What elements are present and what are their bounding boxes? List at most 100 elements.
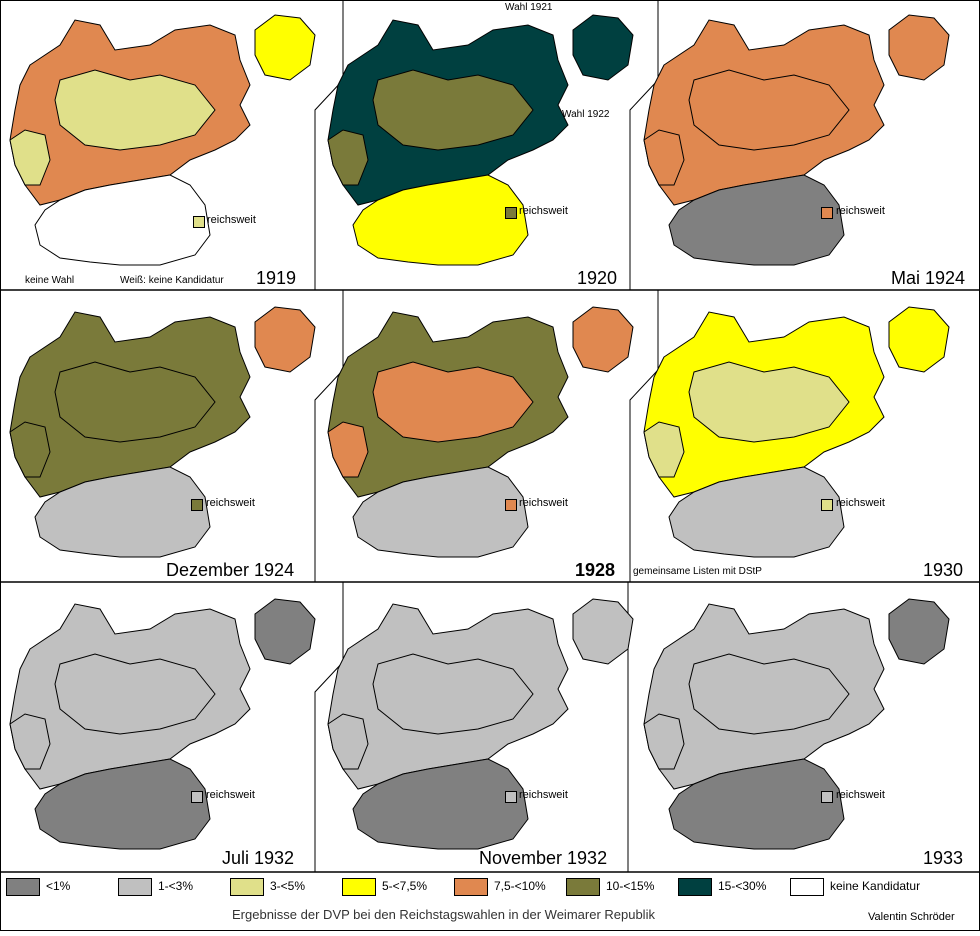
nationwide-label: reichsweit <box>519 497 568 509</box>
nationwide-label: reichsweit <box>836 497 885 509</box>
region-east-prussia <box>572 14 634 81</box>
region-south <box>668 174 845 266</box>
legend-swatch <box>454 878 488 896</box>
region-west <box>9 421 51 478</box>
legend-label: 5-<7,5% <box>382 879 428 893</box>
nationwide-swatch <box>821 207 833 219</box>
legend-label: 3-<5% <box>270 879 306 893</box>
panel-map <box>9 306 316 558</box>
nationwide-swatch <box>821 791 833 803</box>
region-south <box>34 758 211 850</box>
region-south <box>34 174 211 266</box>
annotation-election-1922: Wahl 1922 <box>562 109 610 120</box>
region-central <box>54 653 216 735</box>
legend-label: 10-<15% <box>606 879 655 893</box>
legend-swatch <box>342 878 376 896</box>
region-west <box>9 129 51 186</box>
panel-year: 1920 <box>577 268 618 288</box>
annotation-no-candidacy: Weiß: keine Kandidatur <box>120 275 224 286</box>
legend-swatch <box>790 878 824 896</box>
region-south <box>668 466 845 558</box>
panel-year: November 1932 <box>479 848 608 868</box>
panel-year: Dezember 1924 <box>166 560 295 580</box>
panel-year: Juli 1932 <box>222 848 295 868</box>
panel-divider <box>314 582 344 872</box>
region-south <box>668 758 845 850</box>
region-west <box>9 713 51 770</box>
region-south <box>34 466 211 558</box>
nationwide-swatch <box>821 499 833 511</box>
nationwide-swatch <box>193 216 205 228</box>
panel-map <box>643 14 950 266</box>
region-east-prussia <box>254 598 316 665</box>
region-central <box>688 69 850 151</box>
region-west <box>643 713 685 770</box>
panel-divider <box>314 290 344 582</box>
annotation-joint-lists: gemeinsame Listen mit DStP <box>633 566 762 577</box>
region-east-prussia <box>888 598 950 665</box>
region-south <box>352 758 529 850</box>
region-east-prussia <box>888 14 950 81</box>
nationwide-label: reichsweit <box>206 497 255 509</box>
region-east-prussia <box>254 306 316 373</box>
region-central <box>688 361 850 443</box>
region-central <box>688 653 850 735</box>
nationwide-label: reichsweit <box>206 789 255 801</box>
region-central <box>54 69 216 151</box>
region-east-prussia <box>572 306 634 373</box>
author-credit: Valentin Schröder <box>868 911 955 923</box>
panel-map <box>327 306 634 558</box>
region-west <box>327 129 369 186</box>
region-central <box>54 361 216 443</box>
region-south <box>352 466 529 558</box>
nationwide-swatch <box>505 499 517 511</box>
legend-swatch <box>678 878 712 896</box>
panel-map <box>9 598 316 850</box>
legend-label: keine Kandidatur <box>830 879 921 893</box>
panel-map <box>327 14 634 266</box>
nationwide-label: reichsweit <box>519 205 568 217</box>
region-west <box>327 421 369 478</box>
region-central <box>372 69 534 151</box>
annotation-no-election: keine Wahl <box>25 275 75 286</box>
nationwide-swatch <box>505 791 517 803</box>
panel-year: 1919 <box>256 268 297 288</box>
nationwide-label: reichsweit <box>207 214 256 226</box>
region-south <box>352 174 529 266</box>
legend-swatch <box>6 878 40 896</box>
nationwide-swatch <box>191 499 203 511</box>
panel-map <box>327 598 634 850</box>
region-central <box>372 361 534 443</box>
region-west <box>327 713 369 770</box>
region-east-prussia <box>254 14 316 81</box>
annotation-election-1921: Wahl 1921 <box>505 2 553 13</box>
nationwide-swatch <box>191 791 203 803</box>
legend-swatch <box>566 878 600 896</box>
panel-map <box>9 14 316 266</box>
nationwide-label: reichsweit <box>836 205 885 217</box>
figure-title: Ergebnisse der DVP bei den Reichstagswah… <box>232 907 655 922</box>
legend-swatch <box>118 878 152 896</box>
legend-swatch <box>230 878 264 896</box>
panel-map <box>643 306 950 558</box>
panel-year: 1930 <box>923 560 964 580</box>
panel-divider <box>314 0 344 290</box>
panel-divider <box>629 290 659 582</box>
panel-year: 1933 <box>923 848 964 868</box>
nationwide-swatch <box>505 207 517 219</box>
panel-year: Mai 1924 <box>891 268 966 288</box>
region-central <box>372 653 534 735</box>
legend-label: <1% <box>46 879 71 893</box>
legend-label: 15-<30% <box>718 879 767 893</box>
panel-year: 1928 <box>575 560 616 580</box>
region-east-prussia <box>888 306 950 373</box>
legend-label: 7,5-<10% <box>494 879 546 893</box>
nationwide-label: reichsweit <box>519 789 568 801</box>
nationwide-label: reichsweit <box>836 789 885 801</box>
legend-label: 1-<3% <box>158 879 194 893</box>
region-west <box>643 421 685 478</box>
region-west <box>643 129 685 186</box>
region-east-prussia <box>572 598 634 665</box>
